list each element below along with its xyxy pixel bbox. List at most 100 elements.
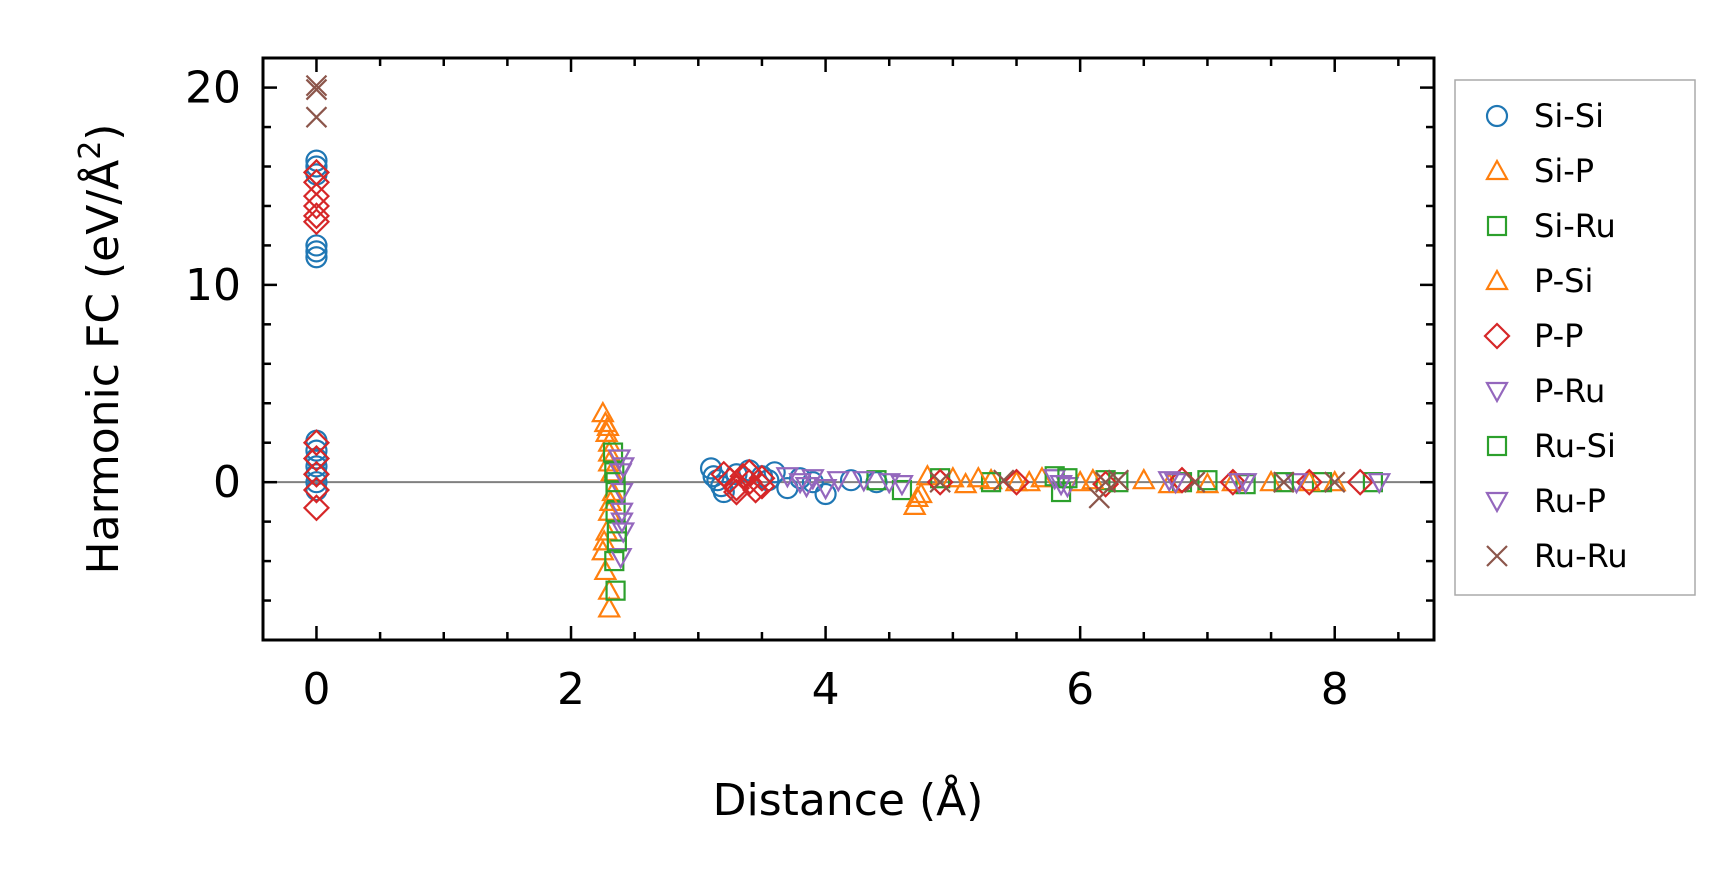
series-si-si [305, 149, 888, 506]
data-point [302, 208, 331, 236]
data-point [735, 458, 763, 486]
data-point [305, 246, 328, 269]
axis-ticks-layer: 0 2 4 6 8 0 10 20 [185, 58, 1434, 715]
data-point [966, 465, 991, 488]
data-point [302, 494, 331, 522]
series-si-p [590, 400, 1347, 618]
data-point [902, 493, 927, 515]
data-point [305, 106, 328, 128]
data-point [1042, 469, 1067, 491]
data-point [302, 444, 331, 473]
data-point [608, 548, 633, 570]
x-tick-label: 6 [1066, 664, 1094, 715]
data-point [1163, 473, 1188, 495]
legend-item-ru-p: Ru-P [1485, 482, 1606, 520]
data-point [979, 467, 1003, 490]
data-point [302, 460, 331, 488]
data-point [980, 472, 1002, 493]
data-point [788, 473, 813, 495]
data-point [597, 578, 622, 600]
data-point [1108, 472, 1129, 493]
legend-item-si-ru: Si-Ru [1486, 207, 1616, 245]
data-point [305, 439, 328, 462]
y-axis-label: Harmonic FC (eV/Å2) [73, 124, 129, 575]
data-point [305, 455, 328, 478]
data-point [1259, 469, 1283, 492]
series-p-ru [607, 449, 1392, 570]
data-point [763, 461, 786, 484]
data-point [602, 442, 624, 463]
data-point [305, 74, 328, 97]
data-point [1157, 471, 1182, 493]
data-point [1322, 469, 1347, 492]
data-point [302, 202, 331, 230]
x-tick-label: 2 [557, 664, 585, 715]
data-point [1323, 471, 1346, 493]
data-point [1195, 471, 1220, 494]
x-tick-label: 4 [812, 664, 840, 715]
series-ru-ru [305, 74, 1346, 509]
y-tick-label: 20 [185, 63, 241, 114]
data-point [890, 475, 914, 497]
data-point [1017, 469, 1042, 492]
legend-marker [1485, 381, 1509, 404]
legend-item-si-si: Si-Si [1485, 97, 1604, 135]
data-point [742, 476, 770, 504]
data-point [722, 474, 751, 502]
series-ru-si [605, 468, 1294, 552]
x-tick-label: 8 [1321, 664, 1349, 715]
legend-label: P-Si [1534, 262, 1593, 300]
y-tick-label: 0 [213, 457, 241, 508]
data-point [813, 478, 838, 501]
legend-label: Si-P [1534, 152, 1594, 190]
data-point [1002, 468, 1031, 496]
data-point [598, 489, 623, 511]
legend-label: P-P [1534, 317, 1583, 355]
data-point [1197, 470, 1218, 491]
y-axis-label-end: ) [78, 124, 129, 141]
data-point [1346, 468, 1374, 496]
data-point [748, 464, 776, 492]
data-point [1284, 473, 1309, 495]
legend-marker [1485, 268, 1509, 291]
data-point [851, 471, 876, 493]
data-point [866, 470, 887, 491]
plot-frame [261, 56, 1436, 642]
data-point [1273, 472, 1294, 493]
data-point [909, 481, 933, 504]
data-point [1295, 468, 1323, 496]
data-point [606, 531, 627, 552]
data-point [605, 580, 626, 601]
legend-marker [1485, 104, 1509, 128]
data-point [302, 192, 331, 220]
legend: Si-Si Si-P Si-Ru P-Si P-P P-Ru Ru-Si Ru-P Ru-Ru [1454, 79, 1696, 596]
data-point [597, 596, 622, 618]
data-point [839, 469, 863, 492]
data-point [801, 471, 824, 494]
data-point [1057, 468, 1078, 489]
data-point [605, 472, 626, 493]
data-point [594, 420, 619, 442]
data-point [610, 512, 634, 534]
data-point [712, 480, 735, 504]
legend-marker [1486, 435, 1508, 457]
legend-label: P-Ru [1534, 372, 1605, 410]
data-point [722, 478, 751, 506]
data-point [302, 429, 331, 457]
data-point [814, 482, 837, 506]
data-point [610, 482, 634, 505]
legend-item-ru-ru: Ru-Ru [1486, 537, 1628, 575]
legend-marker [1486, 545, 1508, 567]
data-point [748, 472, 776, 500]
legend-marker [1485, 158, 1509, 181]
data-points-layer [302, 74, 1392, 618]
legend-marker [1485, 491, 1509, 514]
legend-label: Ru-P [1534, 482, 1606, 520]
data-point [1004, 469, 1029, 492]
data-point [305, 463, 328, 486]
data-point [1219, 468, 1247, 496]
data-point [596, 414, 620, 437]
y-tick-label: 10 [185, 260, 241, 311]
series-ru-p [610, 457, 1252, 534]
data-point [305, 447, 328, 470]
